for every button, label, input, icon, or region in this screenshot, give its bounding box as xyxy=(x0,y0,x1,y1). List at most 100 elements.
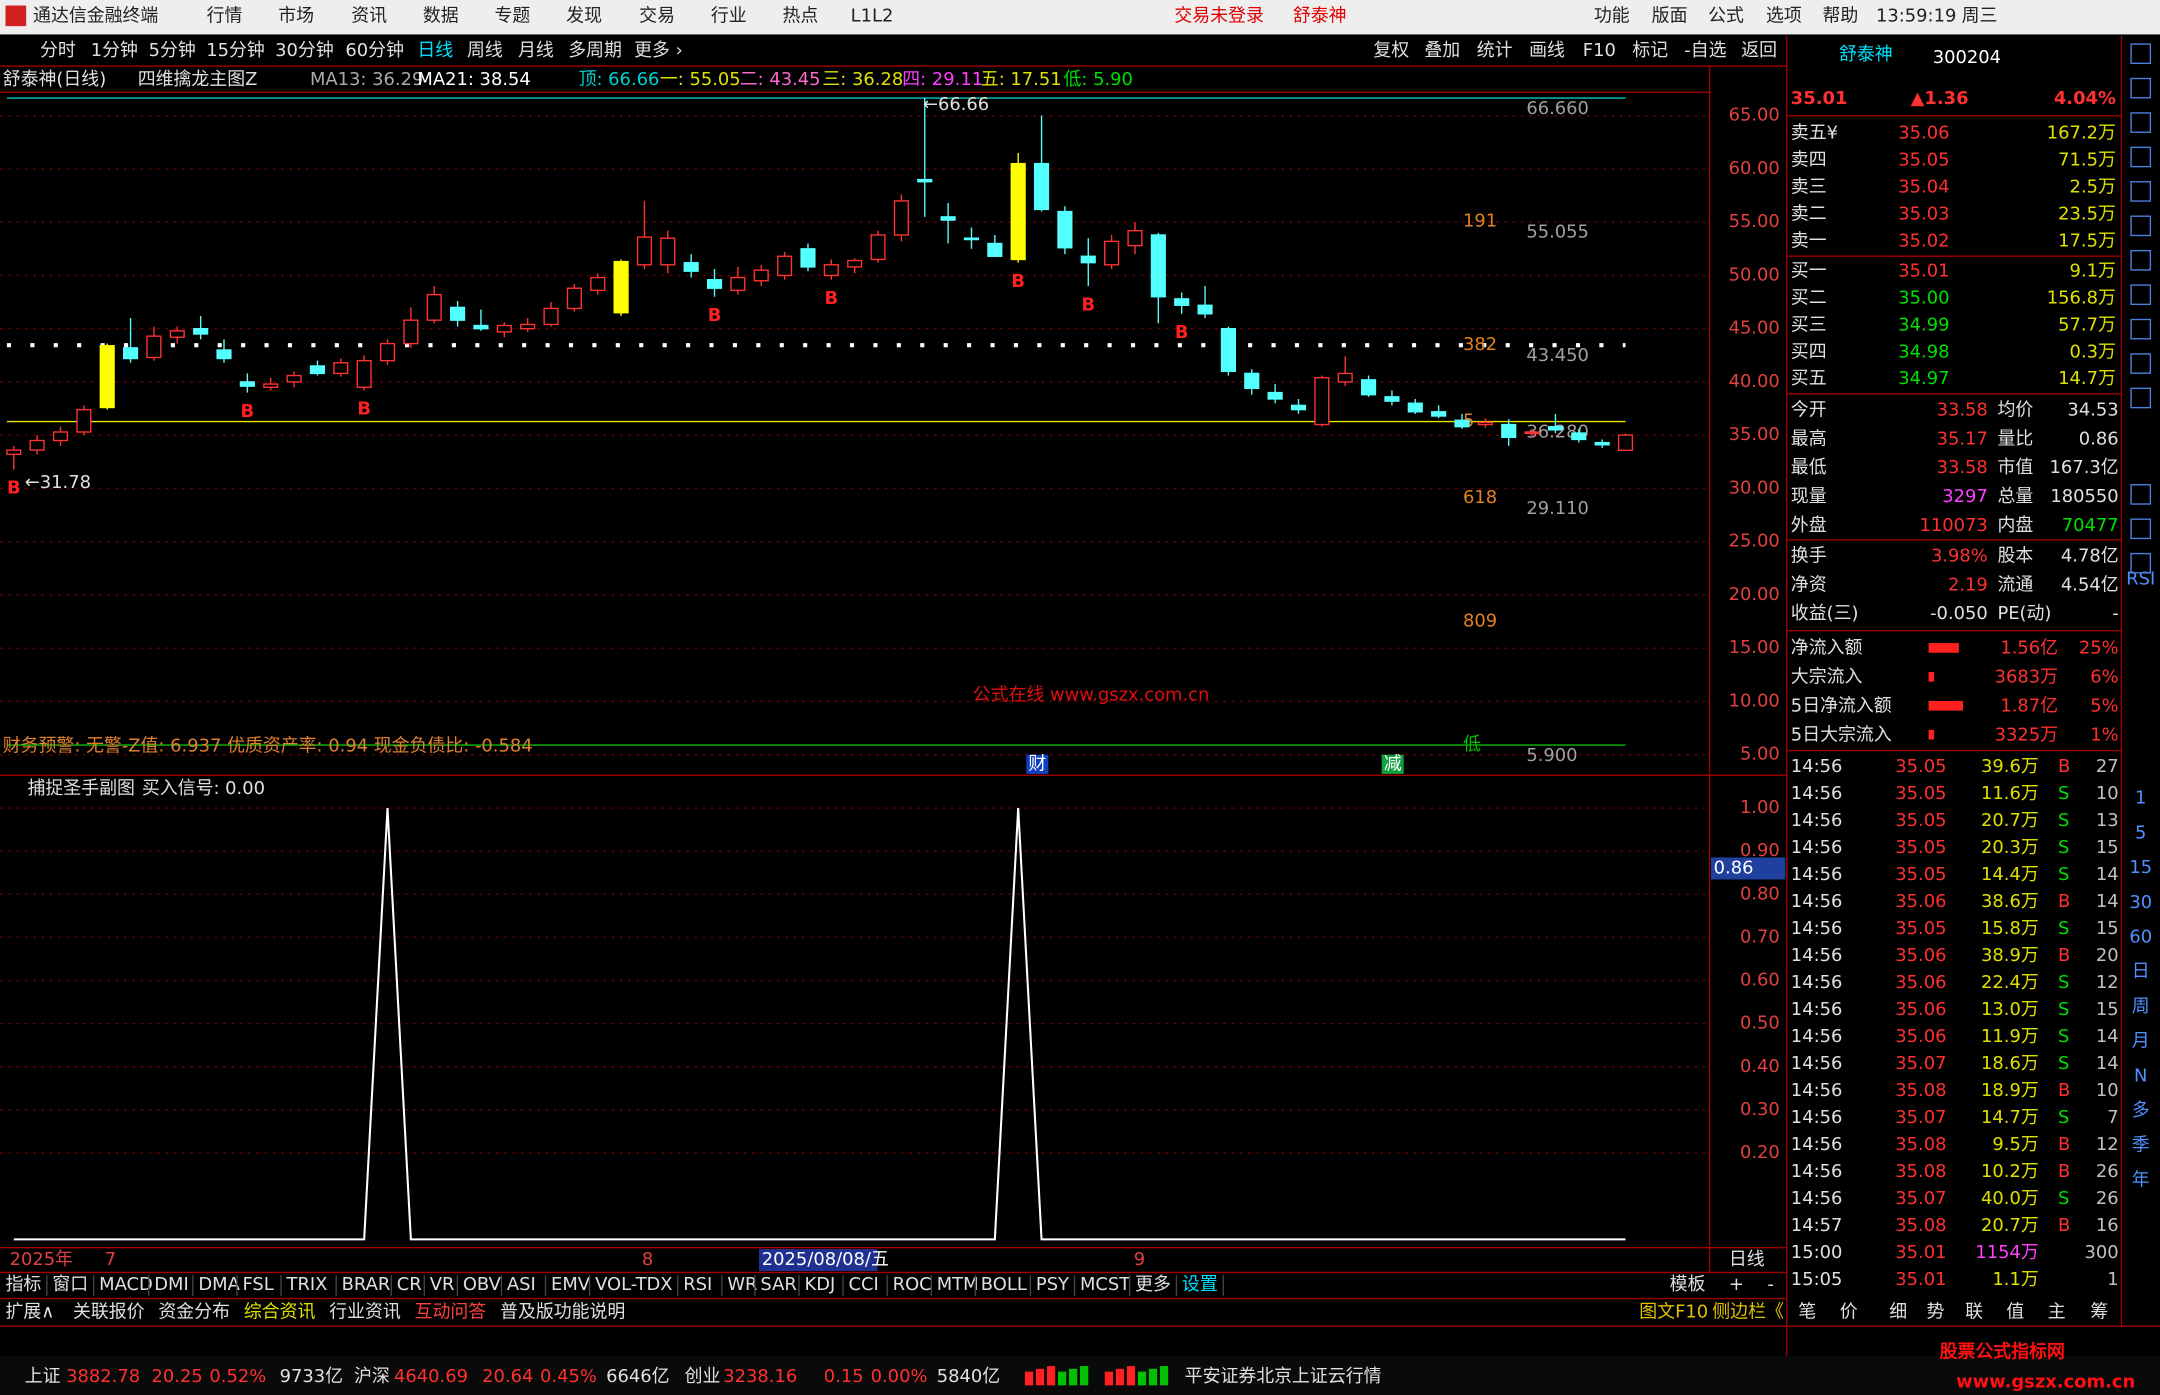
bottom-right-tab[interactable]: 侧边栏《 xyxy=(1712,1301,1784,1322)
quote-tab[interactable]: 联 xyxy=(1965,1301,1983,1322)
side-icon[interactable] xyxy=(2130,215,2152,237)
menu-item[interactable]: 发现 xyxy=(566,6,602,27)
template-tab[interactable]: + xyxy=(1729,1274,1744,1295)
indicator-tab[interactable]: SAR xyxy=(760,1274,796,1295)
bottom-tab[interactable]: 资金分布 xyxy=(158,1301,230,1322)
indicator-tab[interactable]: FSL xyxy=(242,1274,273,1295)
side-icon[interactable] xyxy=(2130,552,2152,574)
indicator-tab[interactable]: 更多 xyxy=(1135,1274,1171,1295)
period-tab[interactable]: 1分钟 xyxy=(91,40,138,61)
side-icon[interactable] xyxy=(2130,387,2152,409)
quote-tab[interactable]: 主 xyxy=(2048,1301,2066,1322)
indicator-tab[interactable]: BOLL xyxy=(981,1274,1027,1295)
side-period[interactable]: N xyxy=(2134,1065,2147,1086)
bottom-tab[interactable]: 普及版功能说明 xyxy=(500,1301,625,1322)
tool-button[interactable]: 标记 xyxy=(1632,40,1668,61)
template-tab[interactable]: 模板 xyxy=(1670,1274,1706,1295)
side-icon[interactable] xyxy=(2130,146,2152,168)
side-icon[interactable] xyxy=(2130,249,2152,271)
side-icon[interactable] xyxy=(2130,318,2152,340)
side-period[interactable]: 月 xyxy=(2132,1031,2150,1052)
bottom-tab[interactable]: 互动问答 xyxy=(415,1301,487,1322)
period-tab[interactable]: 分时 xyxy=(40,40,76,61)
bottom-tab[interactable]: 关联报价 xyxy=(73,1301,145,1322)
indicator-tab[interactable]: MTM xyxy=(937,1274,979,1295)
indicator-tab[interactable]: RSI xyxy=(683,1274,712,1295)
quote-tab[interactable]: 值 xyxy=(2006,1301,2024,1322)
side-period[interactable]: 1 xyxy=(2135,788,2146,809)
side-icon[interactable] xyxy=(2130,43,2152,65)
indicator-tab[interactable]: VR xyxy=(430,1274,455,1295)
side-icon[interactable] xyxy=(2130,284,2152,306)
indicator-tab[interactable]: ROC xyxy=(893,1274,932,1295)
side-icon[interactable] xyxy=(2130,77,2152,99)
period-tab[interactable]: 60分钟 xyxy=(345,40,404,61)
menu-item[interactable]: 选项 xyxy=(1766,6,1802,27)
indicator-tab[interactable]: PSY xyxy=(1036,1274,1069,1295)
indicator-tab[interactable]: TRIX xyxy=(286,1274,328,1295)
side-period[interactable]: 15 xyxy=(2129,857,2152,878)
side-period[interactable]: 30 xyxy=(2129,892,2152,913)
quote-tab[interactable]: 笔 xyxy=(1798,1301,1816,1322)
tool-button[interactable]: -自选 xyxy=(1684,40,1726,61)
template-tab[interactable]: - xyxy=(1767,1274,1773,1295)
indicator-tab[interactable]: CR xyxy=(397,1274,422,1295)
side-icon[interactable] xyxy=(2130,353,2152,374)
quote-tab[interactable]: 价 xyxy=(1840,1301,1858,1322)
menu-item[interactable]: 专题 xyxy=(495,6,531,27)
indicator-tab[interactable]: EMV xyxy=(551,1274,591,1295)
tool-button[interactable]: 叠加 xyxy=(1424,40,1460,61)
side-period[interactable]: 5 xyxy=(2135,822,2146,843)
side-period[interactable]: 季 xyxy=(2132,1135,2150,1156)
period-tab[interactable]: 5分钟 xyxy=(149,40,196,61)
bottom-tab[interactable]: 行业资讯 xyxy=(329,1301,401,1322)
indicator-tab[interactable]: CCI xyxy=(849,1274,879,1295)
menu-item[interactable]: 功能 xyxy=(1594,6,1630,27)
side-period[interactable]: 年 xyxy=(2132,1169,2150,1190)
indicator-tab[interactable]: BRAR xyxy=(342,1274,391,1295)
period-tab[interactable]: 15分钟 xyxy=(206,40,265,61)
quote-tab[interactable]: 细 xyxy=(1889,1301,1907,1322)
indicator-tab[interactable]: 指标 xyxy=(6,1274,42,1295)
menu-item[interactable]: 帮助 xyxy=(1823,6,1859,27)
menu-item[interactable]: 市场 xyxy=(278,6,314,27)
indicator-tab[interactable]: WR xyxy=(727,1274,757,1295)
side-period[interactable]: 60 xyxy=(2129,927,2152,948)
menu-item[interactable]: 交易 xyxy=(639,6,675,27)
side-icon[interactable] xyxy=(2130,518,2152,540)
indicator-tab[interactable]: 设置 xyxy=(1182,1274,1218,1295)
menu-item[interactable]: 公式 xyxy=(1708,6,1744,27)
quote-tab[interactable]: 筹 xyxy=(2090,1301,2108,1322)
period-tab[interactable]: 更多 › xyxy=(634,40,683,61)
menu-item[interactable]: 行情 xyxy=(207,6,243,27)
side-icon[interactable] xyxy=(2130,181,2152,202)
indicator-tab[interactable]: ASI xyxy=(507,1274,536,1295)
menu-item[interactable]: 版面 xyxy=(1652,6,1688,27)
indicator-tab[interactable]: MCST xyxy=(1080,1274,1130,1295)
tool-button[interactable]: F10 xyxy=(1583,40,1616,61)
menu-item[interactable]: 数据 xyxy=(423,6,459,27)
bottom-tab[interactable]: 综合资讯 xyxy=(244,1301,316,1322)
bottom-tab[interactable]: 扩展∧ xyxy=(6,1301,55,1322)
tool-button[interactable]: 统计 xyxy=(1477,40,1513,61)
tool-button[interactable]: 复权 xyxy=(1373,40,1409,61)
menu-item[interactable]: 热点 xyxy=(782,6,818,27)
quote-tab[interactable]: 势 xyxy=(1927,1301,1945,1322)
period-tab[interactable]: 周线 xyxy=(467,40,503,61)
side-period[interactable]: 日 xyxy=(2132,961,2150,982)
indicator-tab[interactable]: DMA xyxy=(198,1274,240,1295)
period-tab[interactable]: 多周期 xyxy=(568,40,622,61)
tool-button[interactable]: 画线 xyxy=(1529,40,1565,61)
period-tab[interactable]: 日线 xyxy=(417,40,453,61)
side-period[interactable]: 周 xyxy=(2132,996,2150,1017)
period-tab[interactable]: 30分钟 xyxy=(275,40,334,61)
side-icon[interactable] xyxy=(2130,484,2152,505)
indicator-tab[interactable]: 窗口 xyxy=(52,1274,88,1295)
side-rsi[interactable]: RSI xyxy=(2126,569,2155,590)
tool-button[interactable]: 返回 xyxy=(1741,40,1777,61)
indicator-tab[interactable]: OBV xyxy=(463,1274,502,1295)
period-tab[interactable]: 月线 xyxy=(518,40,554,61)
bottom-right-tab[interactable]: 图文F10 xyxy=(1639,1301,1708,1322)
side-icon[interactable] xyxy=(2130,112,2152,133)
menu-item[interactable]: L1L2 xyxy=(851,6,894,27)
